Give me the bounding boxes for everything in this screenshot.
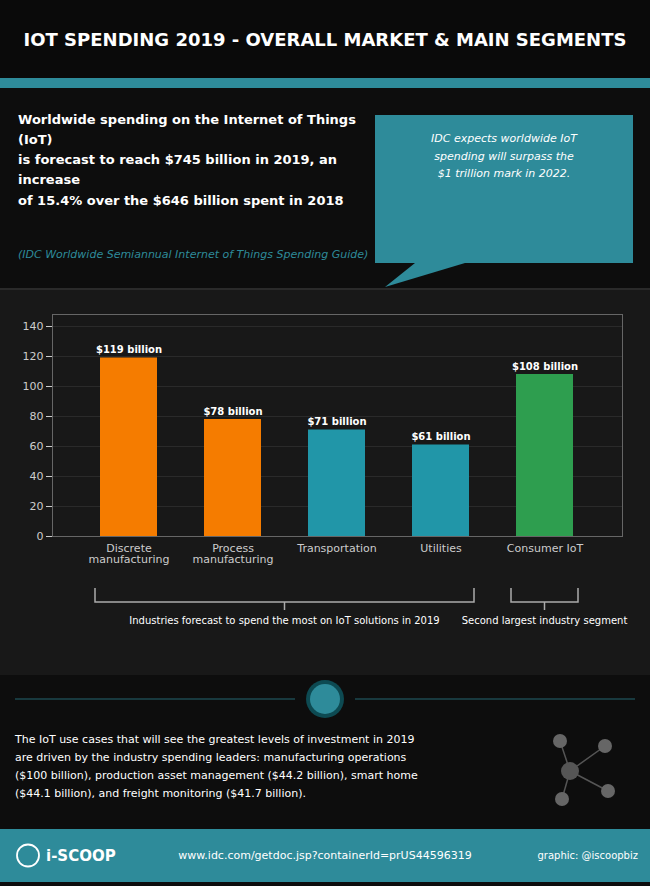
svg-text:$61 billion: $61 billion <box>411 431 470 442</box>
svg-text:60: 60 <box>30 440 44 453</box>
html-text:www.idc.com/getdoc.jsp?contain: www.idc.com/getdoc.jsp?containerId=prUS4… <box>178 849 472 862</box>
svg-text:$108 billion: $108 billion <box>512 361 578 372</box>
html-text:(IDC Worldwide Semiannual Inte: (IDC Worldwide Semiannual Internet of Th… <box>18 248 369 261</box>
html-text:IDC expects worldwide IoT spen: IDC expects worldwide IoT spending will … <box>431 132 577 181</box>
html-text:i-SCOOP: i-SCOOP <box>46 846 116 865</box>
svg-text:120: 120 <box>23 350 44 363</box>
svg-text:Second largest industry segmen: Second largest industry segment <box>462 615 628 626</box>
svg-text:140: 140 <box>23 320 44 333</box>
svg-text:Processmanufacturing: Processmanufacturing <box>193 542 274 566</box>
html-text:Worldwide spending on the Inte: Worldwide spending on the Internet of Th… <box>18 112 356 208</box>
svg-text:Consumer IoT: Consumer IoT <box>507 542 584 555</box>
svg-text:100: 100 <box>23 380 44 393</box>
svg-text:Industries forecast to spend t: Industries forecast to spend the most on… <box>129 615 439 626</box>
svg-text:80: 80 <box>30 410 44 423</box>
svg-text:Discretemanufacturing: Discretemanufacturing <box>89 542 170 566</box>
html-text:IOT SPENDING 2019 - OVERALL MA: IOT SPENDING 2019 - OVERALL MARKET & MAI… <box>23 28 627 50</box>
svg-text:Transportation: Transportation <box>296 542 376 555</box>
svg-text:0: 0 <box>37 530 44 543</box>
html-text:The IoT use cases that will se: The IoT use cases that will see the grea… <box>15 733 418 801</box>
svg-text:$78 billion: $78 billion <box>203 406 262 417</box>
svg-text:Utilities: Utilities <box>420 542 462 555</box>
html-text:graphic: @iscoopbiz: graphic: @iscoopbiz <box>537 850 638 861</box>
svg-text:$71 billion: $71 billion <box>307 416 366 427</box>
svg-text:40: 40 <box>30 470 44 483</box>
svg-text:20: 20 <box>30 500 44 513</box>
svg-text:$119 billion: $119 billion <box>96 344 162 355</box>
